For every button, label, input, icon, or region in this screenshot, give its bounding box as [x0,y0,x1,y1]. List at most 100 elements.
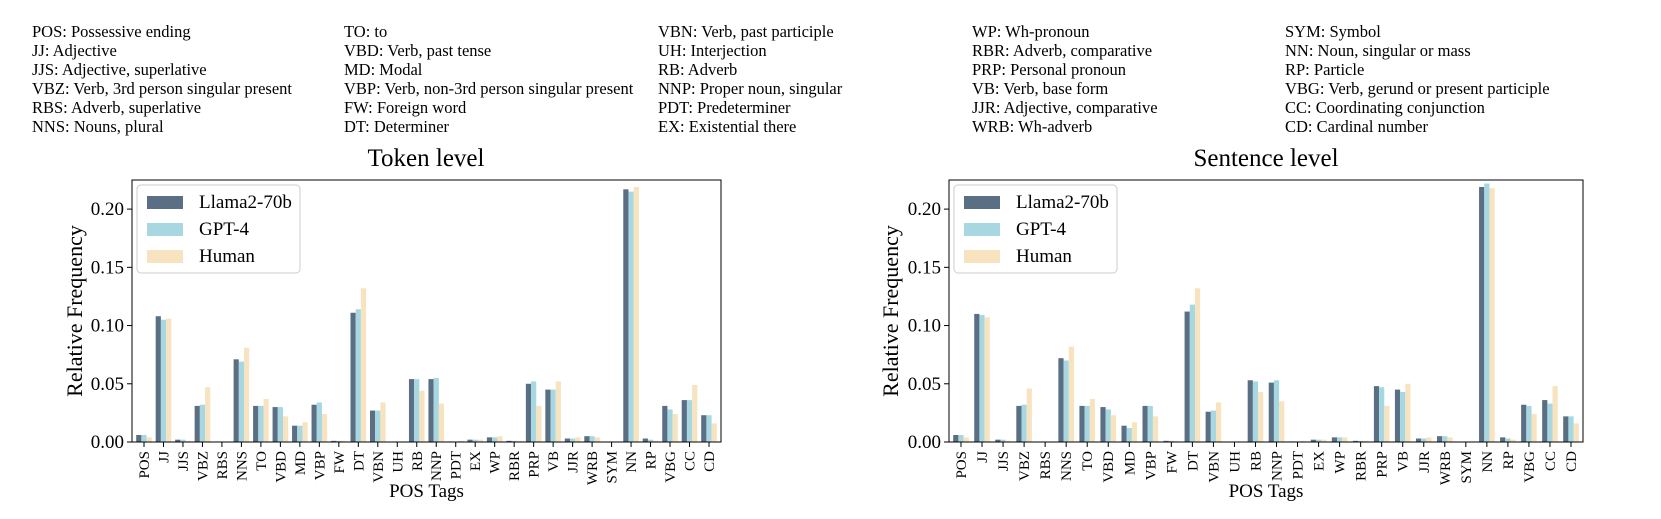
x-tick-label: NN [624,451,640,473]
bar-human-vbn [1216,402,1222,442]
bar-gpt-4-nn [628,191,634,442]
x-tick-label: VBN [1206,451,1222,483]
x-tick-label: DT [1185,451,1201,471]
bar-llama2-70b-prp [525,383,532,442]
x-tick-label: VBP [1143,451,1159,480]
bar-gpt-4-md [1126,428,1132,442]
pos-legend-entry: JJR: Adjective, comparative [972,98,1158,117]
bar-gpt-4-vbn [375,410,381,442]
bar-llama2-70b-to [1079,405,1085,442]
pos-legend-column: POS: Possessive ending JJ: Adjective JJS… [32,22,292,136]
chart-panel-1: POS JJ JJS VBZ RBS NNS TO VBD MD VBP FW DT VBN UH RB NN… [62,145,722,502]
bar-llama2-70b-ex [467,439,473,442]
x-tick-label: VBN [371,451,387,483]
bar-human-nn [1489,188,1495,442]
bar-llama2-70b-vbz [194,405,200,442]
x-tick-label: UH [390,451,406,473]
bar-llama2-70b-vbg [662,405,668,442]
bar-human-cd [711,423,717,442]
bar-human-vbp [1152,416,1159,442]
x-tick-label: VBP [312,451,328,480]
x-tick-label: NNP [429,451,445,481]
bar-gpt-4-vb [1400,391,1406,442]
bar-human-md [1131,422,1138,442]
bar-human-dt [1194,288,1201,442]
bar-llama2-70b-wrb [1436,436,1443,442]
legend-label-gpt-4: GPT-4 [1016,219,1066,240]
bar-gpt-4-nnp [1273,380,1280,442]
bar-human-fw [341,440,347,442]
legend-swatch-human [964,250,1000,263]
bar-gpt-4-rb [414,379,420,442]
pos-legend-entry: NNP: Proper noun, singular [658,79,843,98]
pos-legend-entry: PDT: Predeterminer [658,98,791,117]
pos-legend-entry: VBZ: Verb, 3rd person singular present [32,79,292,98]
bar-human-wrb [1447,437,1453,442]
y-tick-label: 0.15 [908,257,941,278]
x-tick-label: DT [351,451,367,471]
bar-gpt-4-ex [472,439,478,442]
bar-gpt-4-jj [979,315,985,442]
x-tick-label: RBR [507,451,523,481]
bar-gpt-4-jjs [1000,439,1006,442]
bar-human-vbz [205,387,211,442]
x-tick-label: TO [1080,451,1096,471]
bar-human-cc [1552,386,1558,442]
bar-llama2-70b-rp [642,438,648,442]
x-tick-label: CD [702,451,718,472]
x-tick-label: VBG [1522,451,1538,483]
pos-legend-column: TO: to VBD: Verb, past tense MD: Modal V… [344,22,633,136]
x-tick-label: WP [488,451,504,474]
bar-llama2-70b-vbz [1016,405,1022,442]
bar-gpt-4-ex [1315,439,1322,442]
bar-gpt-4-nn [1484,183,1490,443]
legend-swatch-llama2-70b [964,196,1000,209]
x-tick-label: SYM [605,451,621,484]
bar-llama2-70b-jjr [1415,438,1422,442]
bar-gpt-4-cd [1568,416,1574,442]
x-tick-label: PDT [1291,451,1307,479]
x-tick-label: POS [954,451,970,479]
pos-legend-column: VBN: Verb, past participle UH: Interject… [658,22,842,136]
bar-llama2-70b-md [1121,425,1127,442]
x-tick-label: RP [644,451,660,469]
legend-swatch-gpt-4 [964,223,1000,236]
pos-legend-entry: MD: Modal [344,60,423,79]
bar-gpt-4-fw [336,440,342,442]
bar-human-vbg [1531,414,1537,442]
x-tick-label: UH [1227,451,1243,473]
bar-llama2-70b-ex [1310,439,1316,442]
pos-legend-entry: VB: Verb, base form [972,79,1109,98]
bar-human-vbg [672,414,678,442]
pos-legend-entry: RB: Adverb [658,60,738,79]
pos-legend-entry: TO: to [344,22,388,41]
bar-human-nnp [1279,401,1285,442]
x-tick-label: RB [410,451,426,471]
x-tick-label: NN [1480,451,1496,473]
bar-llama2-70b-fw [1163,440,1169,442]
bar-llama2-70b-jjs [995,439,1001,442]
bar-llama2-70b-dt [350,312,356,442]
bar-gpt-4-nns [1063,360,1069,442]
bar-human-jjr [575,437,581,442]
bar-gpt-4-nns [238,361,245,442]
x-tick-label: WRB [1438,451,1454,485]
bar-human-wp [1342,437,1348,442]
y-tick-label: 0.10 [908,316,941,337]
bar-llama2-70b-cc [681,400,687,442]
pos-legend-entry: RP: Particle [1285,60,1365,79]
x-tick-label: RBS [215,451,231,479]
bar-human-cd [1573,423,1579,442]
bar-gpt-4-vbd [1105,409,1111,442]
y-axis-label: Relative Frequency [62,225,87,397]
pos-legend-entry: NN: Noun, singular or mass [1285,41,1471,60]
chart-title: Token level [368,145,485,172]
pos-legend-entry: RBS: Adverb, superlative [32,98,202,117]
bar-human-prp [1384,405,1390,442]
x-tick-label: JJS [176,451,192,471]
x-tick-label: JJ [975,451,991,463]
bar-human-to [1089,398,1096,442]
pos-legend-entry: PRP: Personal pronoun [972,60,1127,79]
bar-human-nn [633,186,639,442]
